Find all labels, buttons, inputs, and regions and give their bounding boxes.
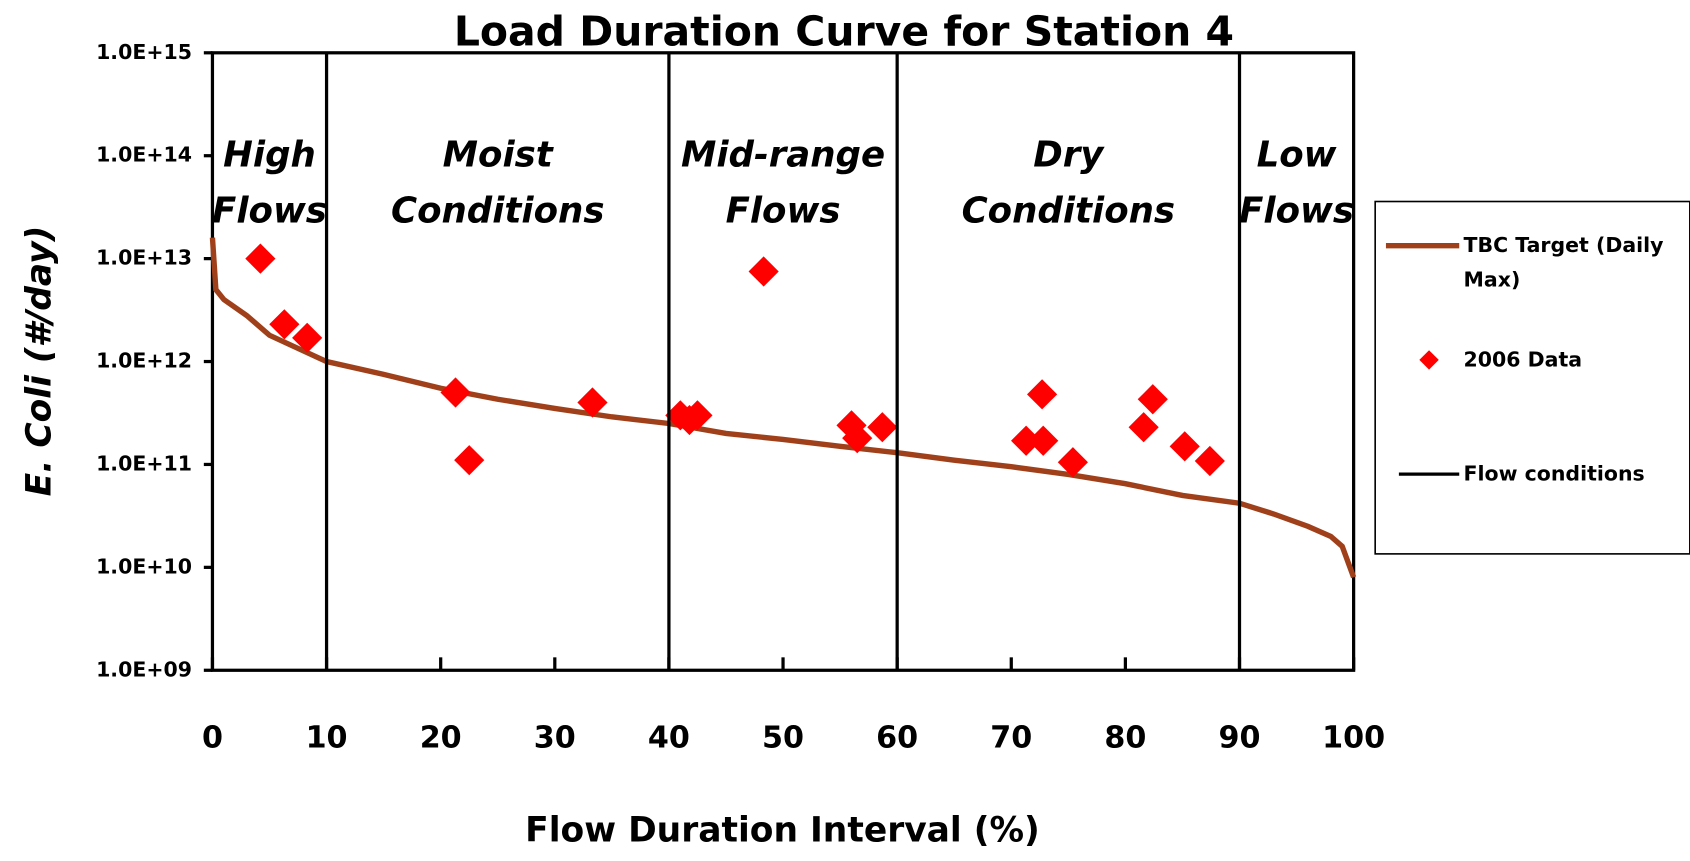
plot-frame xyxy=(210,51,1356,672)
y-tick-label: 1.0E+13 xyxy=(96,246,192,270)
region-label: Flows xyxy=(212,190,327,231)
x-tick-label: 10 xyxy=(306,721,348,756)
y-axis-title: E. Coli (#/day) xyxy=(20,226,60,497)
data-point xyxy=(1011,425,1042,456)
x-tick-label: 60 xyxy=(876,721,918,756)
data-point xyxy=(682,400,713,431)
region-label: Mid-range xyxy=(681,134,885,175)
x-tick-label: 70 xyxy=(990,721,1032,756)
legend-label: 2006 Data xyxy=(1463,348,1583,372)
y-tick-label: 1.0E+11 xyxy=(96,451,192,475)
data-point xyxy=(1194,445,1225,477)
x-tick-label: 90 xyxy=(1219,721,1261,756)
x-tick-label: 40 xyxy=(648,721,690,756)
x-axis-title: Flow Duration Interval (%) xyxy=(525,810,1040,850)
region-label: Dry xyxy=(1033,134,1105,175)
y-tick-label: 1.0E+14 xyxy=(96,143,192,167)
data-point xyxy=(269,309,300,340)
region-label: Flows xyxy=(1239,190,1354,231)
data-point xyxy=(454,445,485,476)
data-point xyxy=(1028,425,1059,456)
x-tick-label: 0 xyxy=(202,721,223,756)
x-tick-label: 100 xyxy=(1322,721,1385,756)
x-tick-label: 30 xyxy=(534,721,576,756)
x-tick-label: 20 xyxy=(420,721,462,756)
x-tick-label: 50 xyxy=(762,721,804,756)
legend-item: TBC Target (Daily Max) xyxy=(1463,233,1664,293)
y-tick-label: 1.0E+15 xyxy=(96,40,192,64)
legend-item: 2006 Data xyxy=(1463,348,1583,372)
data-point xyxy=(1169,431,1200,462)
legend-item: Flow conditions xyxy=(1463,462,1645,486)
legend-label: TBC Target (Daily Max) xyxy=(1463,233,1664,293)
region-label: Moist xyxy=(443,134,555,175)
region-label: Conditions xyxy=(391,190,605,231)
y-tick-label: 1.0E+12 xyxy=(96,349,192,373)
region-label: Flows xyxy=(726,190,841,231)
data-point xyxy=(577,387,608,418)
region-label: Conditions xyxy=(962,190,1176,231)
data-point xyxy=(1026,379,1058,410)
x-tick-label: 80 xyxy=(1104,721,1146,756)
legend-label: Flow conditions xyxy=(1463,462,1645,486)
data-point xyxy=(748,256,779,287)
data-point xyxy=(1057,447,1088,478)
data-point xyxy=(440,377,471,408)
y-tick-label: 1.0E+09 xyxy=(96,657,192,681)
y-tick-label: 1.0E+10 xyxy=(96,554,192,578)
region-label: High xyxy=(223,134,316,175)
legend-box xyxy=(1374,200,1690,555)
data-point xyxy=(245,243,276,274)
region-label: Low xyxy=(1257,134,1337,175)
data-point xyxy=(1128,412,1159,443)
data-point xyxy=(292,322,323,353)
chart-title: Load Duration Curve for Station 4 xyxy=(454,7,1234,55)
data-point xyxy=(1137,384,1168,415)
target-line xyxy=(209,237,1357,579)
